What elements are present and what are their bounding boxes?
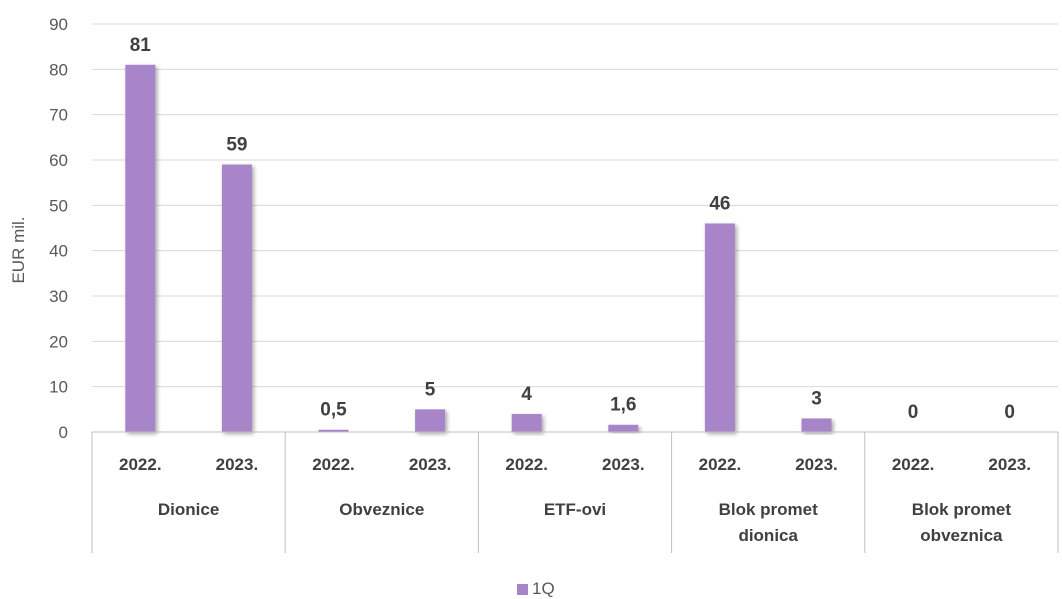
category-label: dionica [738, 526, 798, 545]
x-tick-label: 2023. [988, 455, 1031, 474]
data-label: 0,5 [320, 400, 347, 421]
bar [608, 424, 639, 432]
x-tick-label: 2023. [602, 455, 645, 474]
bar [415, 409, 446, 432]
data-label: 5 [425, 379, 436, 400]
y-tick-label: 20 [49, 332, 68, 351]
data-label: 46 [709, 193, 730, 214]
category-label: Blok promet [719, 500, 819, 519]
x-tick-label: 2022. [505, 455, 548, 474]
x-tick-label: 2022. [892, 455, 935, 474]
x-tick-label: 2022. [312, 455, 355, 474]
y-tick-label: 10 [49, 378, 68, 397]
x-axis: 2022. 2023. Dionice 2022. 2023. Obveznice 2022… [91, 431, 1059, 553]
y-tick-label: 50 [49, 196, 68, 215]
x-tick-label: 2022. [119, 455, 162, 474]
bar [801, 418, 832, 432]
data-labels: 81 59 0,5 5 4 1,6 46 3 0 0 [130, 35, 1015, 423]
data-label: 0 [1004, 402, 1015, 423]
data-label: 0 [908, 402, 919, 423]
y-tick-label: 0 [59, 423, 68, 442]
y-axis-label: EUR mil. [9, 216, 28, 283]
y-tick-label: 90 [49, 15, 68, 34]
category-label: obveznica [920, 526, 1003, 545]
bar [125, 64, 156, 433]
legend-label: 1Q [532, 579, 555, 598]
data-label: 59 [226, 135, 247, 156]
bar [704, 223, 735, 432]
x-tick-label: 2022. [699, 455, 742, 474]
bar [221, 164, 252, 433]
x-tick-label: 2023. [795, 455, 838, 474]
category-label: ETF-ovi [544, 500, 606, 519]
category-label: Obveznice [339, 500, 424, 519]
y-tick-label: 60 [49, 151, 68, 170]
gridlines [92, 23, 1058, 433]
legend: 1Q [517, 579, 555, 598]
category-label: Blok promet [912, 500, 1012, 519]
legend-swatch [517, 584, 528, 595]
data-label: 4 [521, 384, 532, 405]
data-label: 81 [130, 35, 152, 56]
data-label: 3 [811, 388, 822, 409]
bars [125, 64, 832, 433]
y-tick-label: 40 [49, 242, 68, 261]
y-tick-label: 70 [49, 106, 68, 125]
bar [511, 413, 542, 432]
y-tick-label: 80 [49, 60, 68, 79]
y-axis-ticks: 0 10 20 30 40 50 60 70 80 90 [49, 15, 68, 442]
bar [318, 429, 349, 432]
category-label: Dionice [158, 500, 219, 519]
y-tick-label: 30 [49, 287, 68, 306]
data-label: 1,6 [610, 395, 636, 416]
x-tick-label: 2023. [216, 455, 259, 474]
x-tick-label: 2023. [409, 455, 452, 474]
